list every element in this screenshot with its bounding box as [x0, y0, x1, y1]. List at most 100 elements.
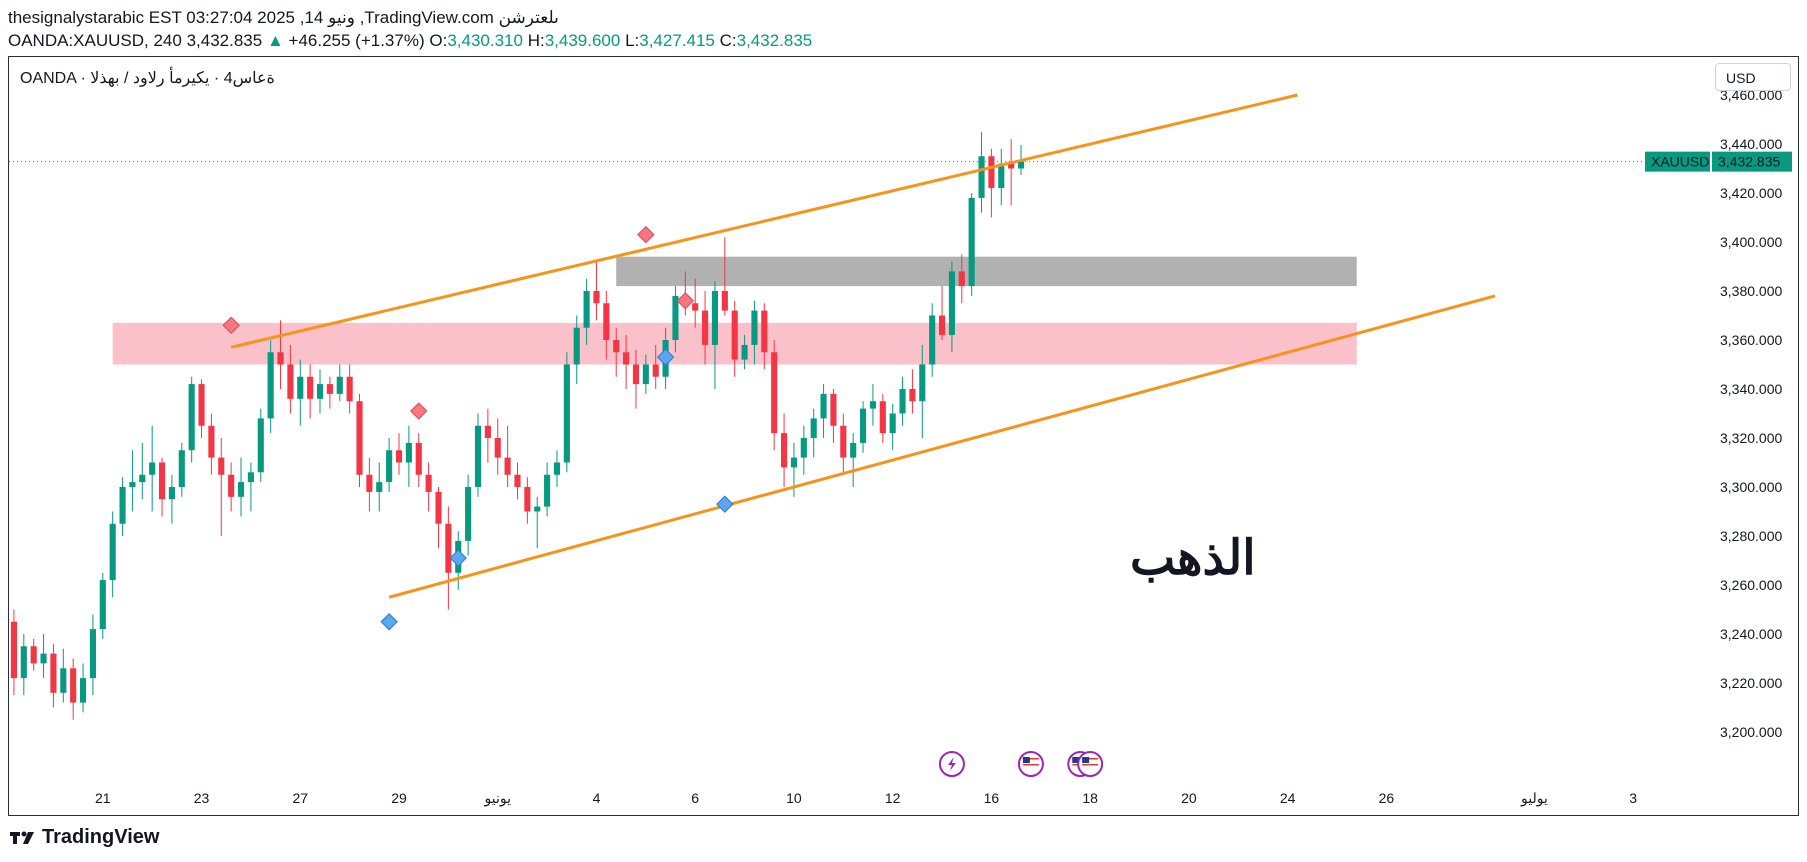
candle-body — [583, 291, 590, 328]
brand-label: TradingView — [42, 826, 160, 848]
candle-body — [366, 474, 373, 492]
price-tick-label: 3,340.000 — [1720, 381, 1782, 397]
candle-body — [563, 364, 570, 463]
flag-canton — [1072, 757, 1080, 763]
chart-frame — [8, 56, 1799, 816]
candle-body — [771, 352, 778, 434]
candle-body — [751, 310, 758, 345]
candle-body — [830, 393, 837, 426]
candle-body — [326, 384, 333, 394]
candle-body — [721, 291, 728, 311]
candle-body — [198, 384, 205, 426]
low-value: 3,427.415 — [639, 31, 715, 50]
symbol-name: OANDA:XAUUSD, 240 — [8, 31, 182, 50]
candle-body — [287, 364, 294, 399]
candle-body — [297, 376, 304, 399]
candle-body — [1008, 163, 1015, 169]
swing-low-marker — [380, 613, 398, 631]
candle-body — [60, 668, 67, 693]
chart-legend[interactable]: OANDA · ةعاس4 · يكيرمأ رلاود / بهذلا — [20, 70, 275, 87]
events-layer — [938, 751, 1104, 777]
candle-body — [810, 418, 817, 438]
last-price: 3,432.835 — [186, 31, 263, 50]
price-tick-label: 3,400.000 — [1720, 234, 1782, 250]
candle-body — [800, 438, 807, 458]
candle-body — [741, 344, 748, 360]
candle-body — [840, 425, 847, 458]
price-tick-label: 3,460.000 — [1720, 87, 1782, 103]
flag-stripe — [1082, 767, 1099, 769]
time-tick-label: 4 — [593, 790, 601, 806]
candle-body — [415, 442, 422, 475]
candle-body — [850, 442, 857, 458]
time-tick-label: 20 — [1181, 790, 1197, 806]
flag-canton — [1082, 757, 1090, 763]
badge-symbol: XAUUSD — [1651, 154, 1709, 170]
candle-body — [672, 295, 679, 340]
time-tick-label: 6 — [691, 790, 699, 806]
candle-body — [652, 364, 659, 377]
price-tick-label: 3,220.000 — [1720, 675, 1782, 691]
candle-body — [445, 523, 452, 573]
candle-body — [435, 491, 442, 524]
candle-body — [504, 457, 511, 475]
price-tick-label: 3,440.000 — [1720, 136, 1782, 152]
flag-stripe — [1022, 764, 1039, 766]
candle-body — [988, 156, 995, 189]
price-badge: XAUUSD 3,432.835 — [1645, 151, 1792, 172]
channel-lower-line — [388, 294, 1496, 599]
candle-body — [820, 393, 827, 419]
candle-body — [356, 401, 363, 475]
high-value: 3,439.600 — [544, 31, 621, 50]
candle-body — [919, 364, 926, 402]
candle-body — [178, 450, 185, 487]
flag-stripe — [1082, 764, 1099, 766]
time-tick-label: 27 — [292, 790, 308, 806]
chart-title-text[interactable]: الذهب — [1130, 532, 1256, 585]
currency-button[interactable]: USD — [1715, 63, 1791, 91]
candle-body — [99, 580, 106, 630]
candle-body — [158, 462, 166, 500]
candle-body — [336, 376, 343, 394]
snapshot-info: thesignalystarabic EST 03:27:04 2025 ,14… — [8, 8, 559, 27]
price-tick-label: 3,380.000 — [1720, 283, 1782, 299]
price-tick-label: 3,260.000 — [1720, 577, 1782, 593]
candle-body — [929, 315, 936, 365]
candle-body — [50, 653, 57, 693]
badge-value-bg — [1712, 151, 1792, 172]
candle-body — [632, 364, 640, 385]
badge-symbol-bg — [1645, 151, 1710, 172]
candle-body — [909, 389, 916, 402]
markers-layer — [222, 225, 734, 631]
time-tick-label: 23 — [194, 790, 210, 806]
time-tick-label: يونيو — [483, 790, 511, 807]
swing-high-marker — [676, 292, 695, 310]
candle-body — [10, 621, 17, 679]
time-tick-label: 10 — [786, 790, 802, 806]
candle-body — [524, 487, 531, 512]
candle-body — [553, 462, 561, 475]
up-arrow-icon: ▲ — [266, 31, 284, 50]
candle-body — [978, 156, 985, 198]
candle-body — [267, 352, 274, 419]
swing-high-marker — [222, 316, 240, 335]
candle-body — [395, 450, 403, 463]
close-value: 3,432.835 — [736, 31, 813, 50]
candle-body — [998, 163, 1005, 189]
candle-body — [593, 291, 600, 304]
candle-body — [188, 384, 195, 451]
tradingview-brand[interactable]: TradingView — [8, 826, 159, 849]
swing-low-marker — [716, 495, 734, 513]
candle-body — [40, 653, 47, 664]
time-tick-label: 12 — [885, 790, 901, 806]
flag-stripe — [1082, 758, 1099, 760]
candle-body — [859, 408, 867, 443]
candle-body — [129, 482, 136, 487]
swing-low-marker — [449, 549, 467, 567]
candle-body — [89, 629, 96, 679]
channel-layer — [230, 93, 1496, 599]
candle-body — [1017, 161, 1025, 169]
candle-body — [307, 376, 314, 399]
flag-stripe — [1022, 761, 1039, 763]
